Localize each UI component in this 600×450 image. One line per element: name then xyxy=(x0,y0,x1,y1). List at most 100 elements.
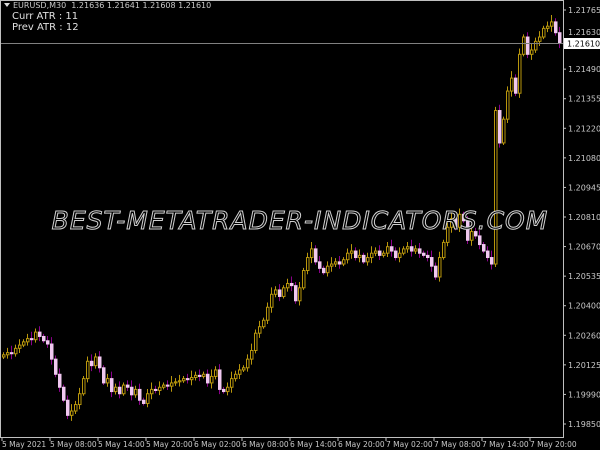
candle-body xyxy=(190,377,194,381)
candle-body xyxy=(366,257,370,263)
bull-candle xyxy=(162,382,166,390)
bull-candle xyxy=(134,385,138,398)
candle-body xyxy=(534,40,538,51)
candle-body xyxy=(322,267,326,274)
candle-body xyxy=(558,32,562,45)
curr-atr-label: Curr ATR : 11 xyxy=(12,11,79,22)
bear-candle xyxy=(394,247,398,261)
bull-candle xyxy=(398,247,402,263)
candle-body xyxy=(342,259,346,265)
candle-body xyxy=(494,110,498,265)
candle-body xyxy=(122,384,126,395)
bull-candle xyxy=(82,376,86,396)
bear-candle xyxy=(198,369,202,382)
candle-body xyxy=(302,270,306,289)
bull-candle xyxy=(94,353,98,369)
candle-body xyxy=(338,261,342,265)
candle-body xyxy=(314,248,318,263)
candle-body xyxy=(350,250,354,254)
candle-body xyxy=(18,344,22,349)
bull-candle xyxy=(178,374,182,387)
bear-candle xyxy=(90,354,94,372)
candle-body xyxy=(358,254,362,259)
candle-body xyxy=(162,384,166,388)
bull-candle xyxy=(210,369,214,389)
bull-candle xyxy=(170,376,174,392)
candle-body xyxy=(110,378,114,393)
candle-body xyxy=(254,332,258,351)
bull-candle xyxy=(518,48,522,98)
bull-candle xyxy=(310,241,314,264)
candle-body xyxy=(410,246,414,252)
bull-candle xyxy=(26,333,30,346)
candle-body xyxy=(498,110,502,144)
candle-body xyxy=(542,27,546,38)
price-tick-label: 1.21220 xyxy=(568,124,600,133)
bear-candle xyxy=(482,241,486,254)
candle-body xyxy=(278,289,282,297)
candle-body xyxy=(274,289,278,295)
bull-candle xyxy=(306,252,310,275)
bull-candle xyxy=(510,71,514,97)
candle-body xyxy=(442,241,446,259)
bear-candle xyxy=(526,32,530,59)
candle-body xyxy=(538,36,542,42)
candle-body xyxy=(522,36,526,55)
time-tick-label: 6 May 02:00 xyxy=(194,440,241,449)
bull-candle xyxy=(298,281,302,306)
candle-body xyxy=(54,358,58,375)
candle-body xyxy=(126,384,130,388)
candle-body xyxy=(134,388,138,396)
candle-body xyxy=(402,248,406,254)
bull-candle xyxy=(494,106,498,267)
candle-body xyxy=(166,384,170,387)
candle-body xyxy=(58,373,62,388)
bull-candle xyxy=(70,404,74,421)
bear-candle xyxy=(498,104,502,148)
bear-candle xyxy=(378,245,382,261)
bear-candle xyxy=(142,397,146,406)
candle-body xyxy=(30,338,34,341)
candle-body xyxy=(250,349,254,360)
bull-candle xyxy=(270,287,274,313)
bull-candle xyxy=(414,245,418,254)
candle-body xyxy=(182,378,186,382)
candle-body xyxy=(418,248,422,254)
candle-body xyxy=(202,373,206,377)
candle-body xyxy=(426,254,430,259)
bull-candle xyxy=(250,343,254,365)
candle-body xyxy=(206,373,210,384)
bear-candle xyxy=(154,385,158,394)
price-tick-label: 1.21765 xyxy=(568,6,600,15)
bull-candle xyxy=(74,400,78,414)
bull-candle xyxy=(386,241,390,258)
candle-body xyxy=(66,399,70,416)
time-axis[interactable]: 5 May 2021 5 May 08:00 5 May 14:00 5 May 20… xyxy=(1,437,577,449)
candle-body xyxy=(78,393,82,406)
bull-candle xyxy=(150,382,154,400)
bear-candle xyxy=(54,355,58,378)
candle-body xyxy=(62,386,66,401)
time-tick-label: 7 May 14:00 xyxy=(482,440,529,449)
bear-candle xyxy=(130,380,134,401)
bear-candle xyxy=(110,371,114,398)
bull-candle xyxy=(366,252,370,266)
bear-candle xyxy=(186,373,190,384)
candle-body xyxy=(74,404,78,412)
candle-body xyxy=(446,226,450,243)
candle-body xyxy=(294,285,298,302)
bull-candle xyxy=(262,317,266,329)
candle-body xyxy=(6,352,10,356)
candle-body xyxy=(326,265,330,274)
bear-candle xyxy=(290,276,294,292)
collapse-triangle-icon[interactable] xyxy=(4,3,10,7)
candle-body xyxy=(214,369,218,377)
bear-candle xyxy=(206,369,210,387)
candle-body xyxy=(458,213,462,228)
bull-candle xyxy=(182,376,186,383)
price-axis[interactable]: 1.21765 1.21630 1.21490 1.21355 1.21220 1.210… xyxy=(563,6,600,429)
candle-body xyxy=(114,386,118,393)
bull-candle xyxy=(442,239,446,260)
candle-body xyxy=(102,367,106,384)
